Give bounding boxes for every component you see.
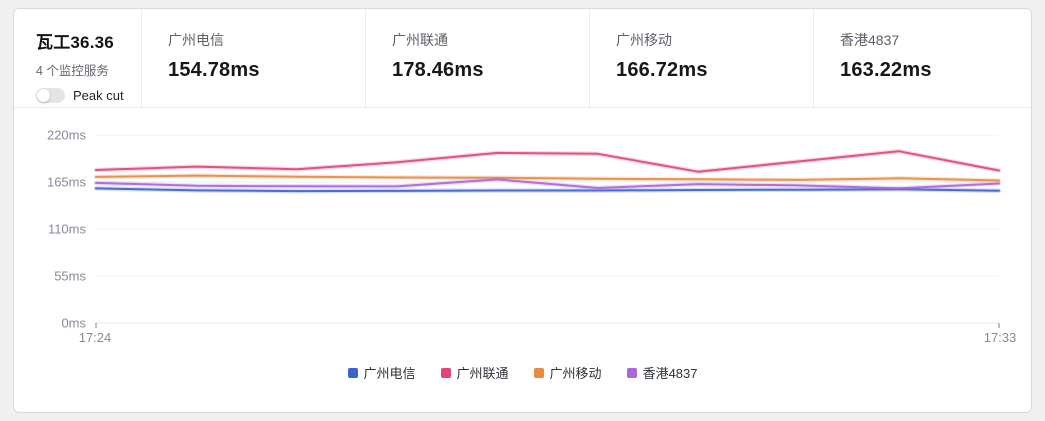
metric-label: 广州联通 (392, 32, 448, 48)
series-line-广州移动[interactable] (95, 174, 1000, 182)
legend-label: 广州联通 (456, 366, 509, 381)
page-title: 瓦工36.36 (36, 33, 114, 52)
metric-label: 广州电信 (168, 32, 224, 48)
peak-cut-toggle[interactable] (36, 88, 65, 103)
metric-tiles: 广州电信 154.78ms 广州联通 178.46ms 广州移动 166.72ms 香港48… (141, 9, 1031, 107)
title-block: 瓦工36.36 4 个监控服务 Peak cut (14, 9, 141, 107)
legend-label: 广州移动 (549, 366, 602, 381)
legend-label: 广州电信 (363, 366, 416, 381)
metric-value: 178.46ms (392, 59, 484, 81)
metric-value: 166.72ms (616, 59, 708, 81)
metric-value: 154.78ms (168, 59, 260, 81)
legend-item-2[interactable]: 广州联通 (440, 363, 509, 382)
monitor-count-subtitle: 4 个监控服务 (36, 64, 109, 78)
x-label-start: 17:24 (79, 330, 112, 345)
y-tick-label: 55ms (54, 269, 86, 284)
y-tick-label: 165ms (47, 175, 87, 190)
card-header: 瓦工36.36 4 个监控服务 Peak cut 广州电信 154.78ms 广州联… (14, 9, 1031, 108)
legend-item-1[interactable]: 广州电信 (347, 363, 416, 382)
legend-swatch-icon (626, 367, 637, 378)
series-line-香港4837[interactable] (95, 178, 1000, 190)
peak-cut-row: Peak cut (36, 88, 131, 103)
legend-item-4[interactable]: 香港4837 (626, 363, 698, 382)
y-tick-label: 110ms (48, 222, 87, 237)
peak-cut-label: Peak cut (73, 88, 124, 103)
toggle-knob-icon (37, 89, 50, 102)
metric-value: 163.22ms (840, 59, 932, 81)
metric-tile-3[interactable]: 广州移动 166.72ms (589, 9, 813, 107)
legend-swatch-icon (347, 367, 358, 378)
series-line-广州电信[interactable] (95, 187, 1000, 193)
legend-swatch-icon (440, 367, 451, 378)
legend-swatch-icon (533, 367, 544, 378)
latency-line-chart[interactable]: 0ms 55ms 110ms 165ms 220ms 17:24 17:33 (14, 108, 1031, 353)
chart-legend: 广州电信 广州联通 广州移动 香港4837 (14, 363, 1031, 382)
metric-tile-2[interactable]: 广州联通 178.46ms (365, 9, 589, 107)
y-tick-label: 0ms (61, 316, 86, 331)
metric-tile-4[interactable]: 香港4837 163.22ms (813, 9, 1031, 107)
series-line-广州联通[interactable] (95, 150, 1000, 173)
y-tick-label: 220ms (47, 128, 87, 143)
monitor-card: 瓦工36.36 4 个监控服务 Peak cut 广州电信 154.78ms 广州联… (13, 8, 1032, 413)
legend-item-3[interactable]: 广州移动 (533, 363, 602, 382)
legend-label: 香港4837 (642, 366, 698, 381)
metric-label: 香港4837 (840, 32, 900, 48)
metric-tile-1[interactable]: 广州电信 154.78ms (141, 9, 365, 107)
metric-label: 广州移动 (616, 32, 672, 48)
x-label-end: 17:33 (984, 330, 1017, 345)
